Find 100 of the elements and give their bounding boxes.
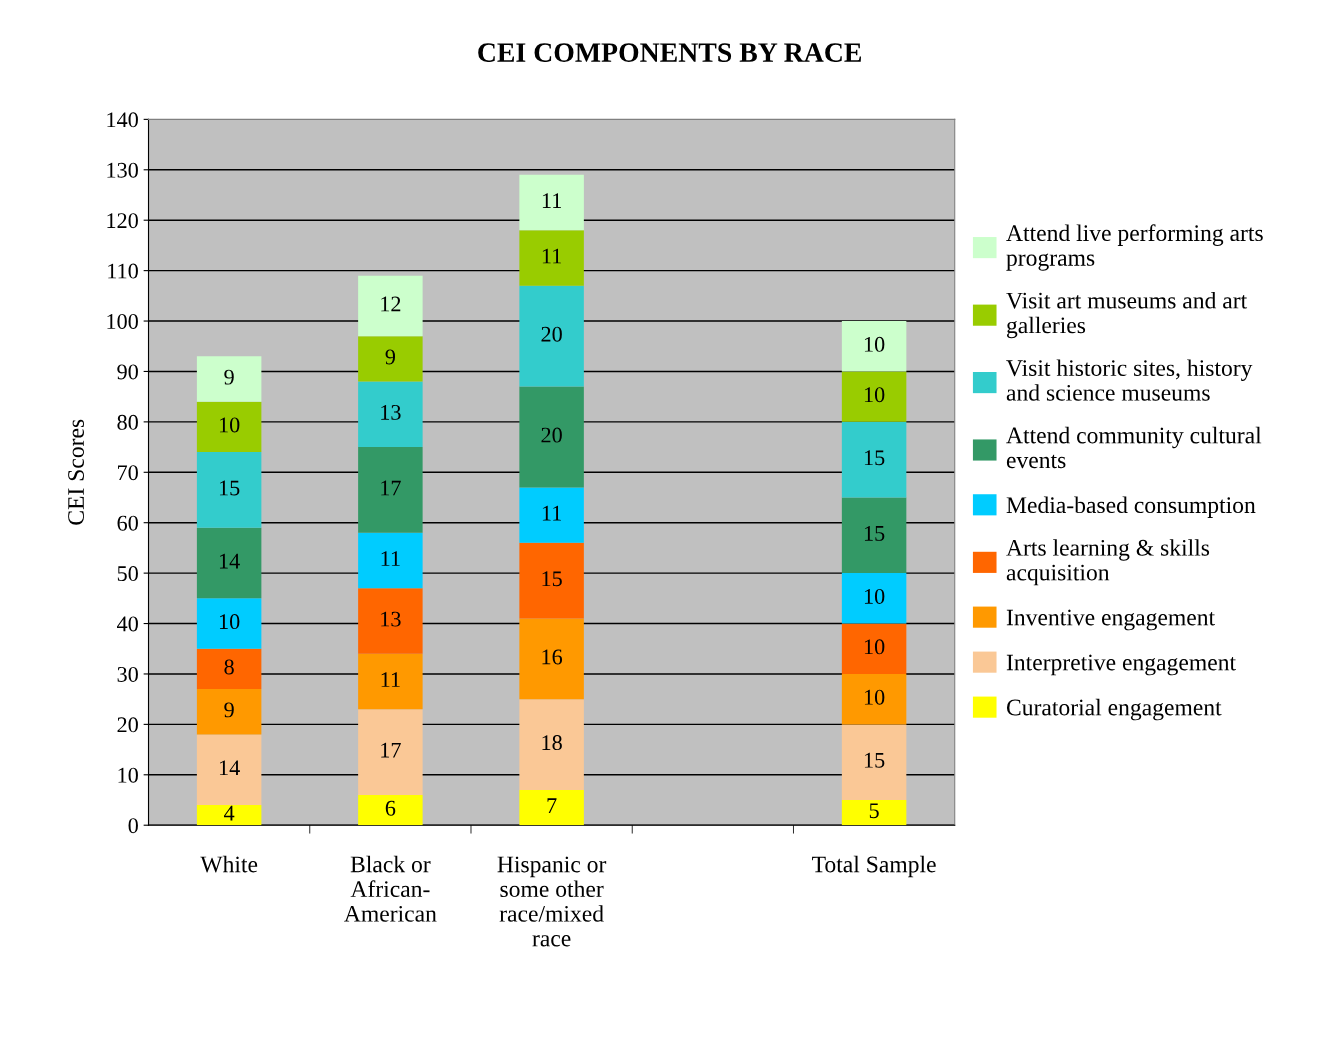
bar — [358, 709, 423, 795]
data-label: 9 — [224, 702, 234, 718]
legend-label: Visit art museums and art galleries — [1006, 291, 1248, 339]
data-label: 10 — [864, 588, 885, 604]
legend-label: Interpretive engagement — [1006, 654, 1236, 676]
y-tick-label: 70 — [118, 465, 138, 481]
bar — [358, 588, 423, 654]
data-label: 20 — [541, 326, 562, 342]
y-axis-title: CEI Scores — [68, 419, 84, 525]
data-label: 8 — [224, 659, 234, 675]
data-label: 15 — [219, 480, 240, 496]
x-tick-label: Total Sample — [812, 855, 936, 878]
legend-label: Arts learning & skills acquisition — [1006, 539, 1210, 586]
bar — [358, 336, 423, 382]
bar — [519, 542, 584, 619]
bar — [519, 789, 584, 826]
bar — [196, 452, 262, 528]
bar — [519, 386, 584, 488]
bar — [196, 401, 262, 453]
data-label: 14 — [219, 553, 240, 569]
data-label: 20 — [541, 427, 562, 443]
bar — [358, 381, 423, 448]
data-label: 11 — [542, 193, 561, 208]
bar — [519, 230, 584, 286]
bar — [519, 285, 584, 387]
legend-label: Attend community cultural events — [1006, 426, 1262, 469]
bar — [358, 794, 423, 826]
bar — [358, 532, 423, 589]
x-tick-label: Hispanic or some other race/mixed race — [497, 856, 607, 947]
bar — [358, 275, 423, 337]
y-tick-label: 110 — [108, 263, 138, 279]
bar — [841, 573, 907, 624]
data-label: 10 — [864, 387, 885, 403]
data-label: 10 — [219, 417, 240, 433]
y-tick-label: 40 — [117, 616, 138, 632]
data-label: 11 — [542, 505, 561, 521]
data-label: 7 — [547, 798, 557, 813]
y-tick-label: 20 — [117, 717, 138, 733]
data-label: 10 — [864, 689, 885, 705]
bar — [841, 724, 907, 800]
data-label: 15 — [864, 752, 885, 768]
data-label: 11 — [381, 672, 400, 687]
bar — [519, 699, 584, 790]
bar — [196, 648, 262, 690]
data-label: 11 — [542, 248, 561, 264]
bar — [196, 689, 262, 735]
legend-label: Attend live performing arts programs — [1006, 224, 1263, 271]
y-tick-label: 90 — [117, 364, 138, 380]
bar — [358, 447, 423, 533]
data-label: 13 — [381, 404, 401, 420]
data-label: 6 — [385, 800, 396, 816]
y-tick-label: 50 — [117, 566, 138, 582]
y-tick-label: 100 — [107, 313, 138, 329]
y-tick-label: 80 — [117, 414, 138, 430]
bar — [841, 623, 907, 674]
y-tick-label: 30 — [117, 666, 138, 682]
data-label: 18 — [542, 735, 562, 751]
data-label: 15 — [542, 571, 562, 587]
data-label: 13 — [381, 611, 401, 627]
legend-label: Visit historic sites, history and science museums — [1006, 359, 1253, 401]
y-tick-label: 60 — [117, 515, 138, 531]
bar — [358, 653, 423, 710]
y-tick-label: 140 — [107, 112, 138, 128]
bar — [841, 371, 907, 422]
x-tick-label: Black or African-American — [344, 855, 437, 922]
bar — [196, 734, 262, 806]
y-tick-label: 0 — [128, 818, 138, 834]
legend-label: Inventive engagement — [1006, 609, 1215, 631]
y-tick-label: 120 — [107, 213, 138, 229]
data-label: 14 — [219, 760, 240, 776]
bar — [841, 421, 907, 498]
bar — [841, 673, 907, 725]
bar — [196, 356, 262, 402]
bar — [841, 321, 907, 372]
bar — [196, 598, 262, 649]
chart-title: CEI COMPONENTS BY RACE — [478, 43, 861, 62]
data-label: 9 — [385, 349, 396, 365]
bar — [519, 174, 584, 231]
bar — [519, 487, 584, 543]
data-label: 10 — [219, 614, 240, 630]
data-label: 10 — [864, 336, 885, 352]
bar — [841, 800, 907, 826]
bar — [196, 805, 262, 826]
legend-label: Curatorial engagement — [1006, 698, 1222, 721]
data-label: 15 — [864, 450, 885, 466]
x-tick-label: White — [200, 855, 258, 873]
data-label: 16 — [542, 649, 563, 665]
bar — [519, 618, 584, 700]
data-label: 5 — [869, 803, 879, 819]
data-label: 9 — [224, 369, 234, 385]
data-label: 11 — [381, 551, 400, 566]
data-label: 10 — [864, 639, 885, 655]
data-label: 12 — [381, 296, 401, 312]
bar — [196, 527, 262, 599]
legend-label: Media-based consumption — [1006, 496, 1256, 518]
data-label: 17 — [381, 480, 401, 496]
data-label: 17 — [381, 742, 401, 758]
bar — [841, 497, 907, 574]
data-label: 4 — [224, 805, 235, 821]
y-tick-label: 130 — [107, 162, 138, 178]
